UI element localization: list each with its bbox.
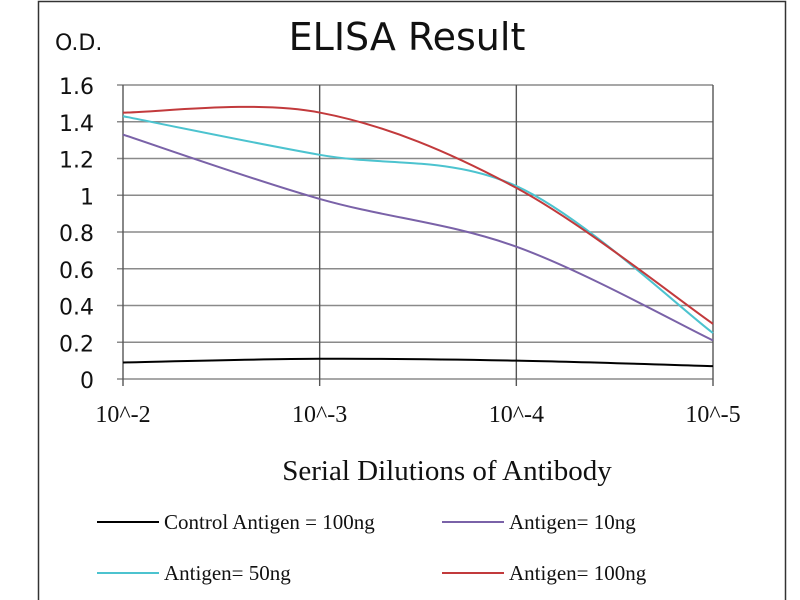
x-tick-label: 10^-3 [292, 402, 347, 428]
y-tick-label: 0.2 [59, 332, 94, 357]
x-tick-label: 10^-5 [685, 402, 740, 428]
series-line-2 [122, 115, 714, 334]
x-tick-label: 10^-2 [95, 402, 150, 428]
series-line-1 [122, 133, 714, 342]
x-axis-label: Serial Dilutions of Antibody [282, 455, 612, 487]
y-tick-label: 0.4 [59, 296, 94, 321]
y-tick-label: 1.4 [59, 112, 94, 137]
y-axis-label: O.D. [55, 31, 102, 56]
legend-label-1: Antigen= 10ng [509, 510, 636, 534]
y-tick-label: 0.8 [59, 222, 94, 247]
y-tick-label: 1 [80, 185, 94, 210]
legend-label-0: Control Antigen = 100ng [164, 510, 375, 534]
y-tick-label: 0 [80, 369, 94, 394]
y-tick-label: 0.6 [59, 259, 94, 284]
legend-label-3: Antigen= 100ng [509, 561, 647, 585]
series-line-0 [122, 357, 714, 368]
chart-frame [37, 0, 787, 600]
y-tick-label: 1.2 [59, 149, 94, 174]
legend-label-2: Antigen= 50ng [164, 561, 291, 585]
y-tick-label: 1.6 [59, 75, 94, 100]
chart-title: ELISA Result [289, 15, 526, 59]
series-line-3 [122, 105, 714, 325]
x-tick-label: 10^-4 [489, 402, 544, 428]
